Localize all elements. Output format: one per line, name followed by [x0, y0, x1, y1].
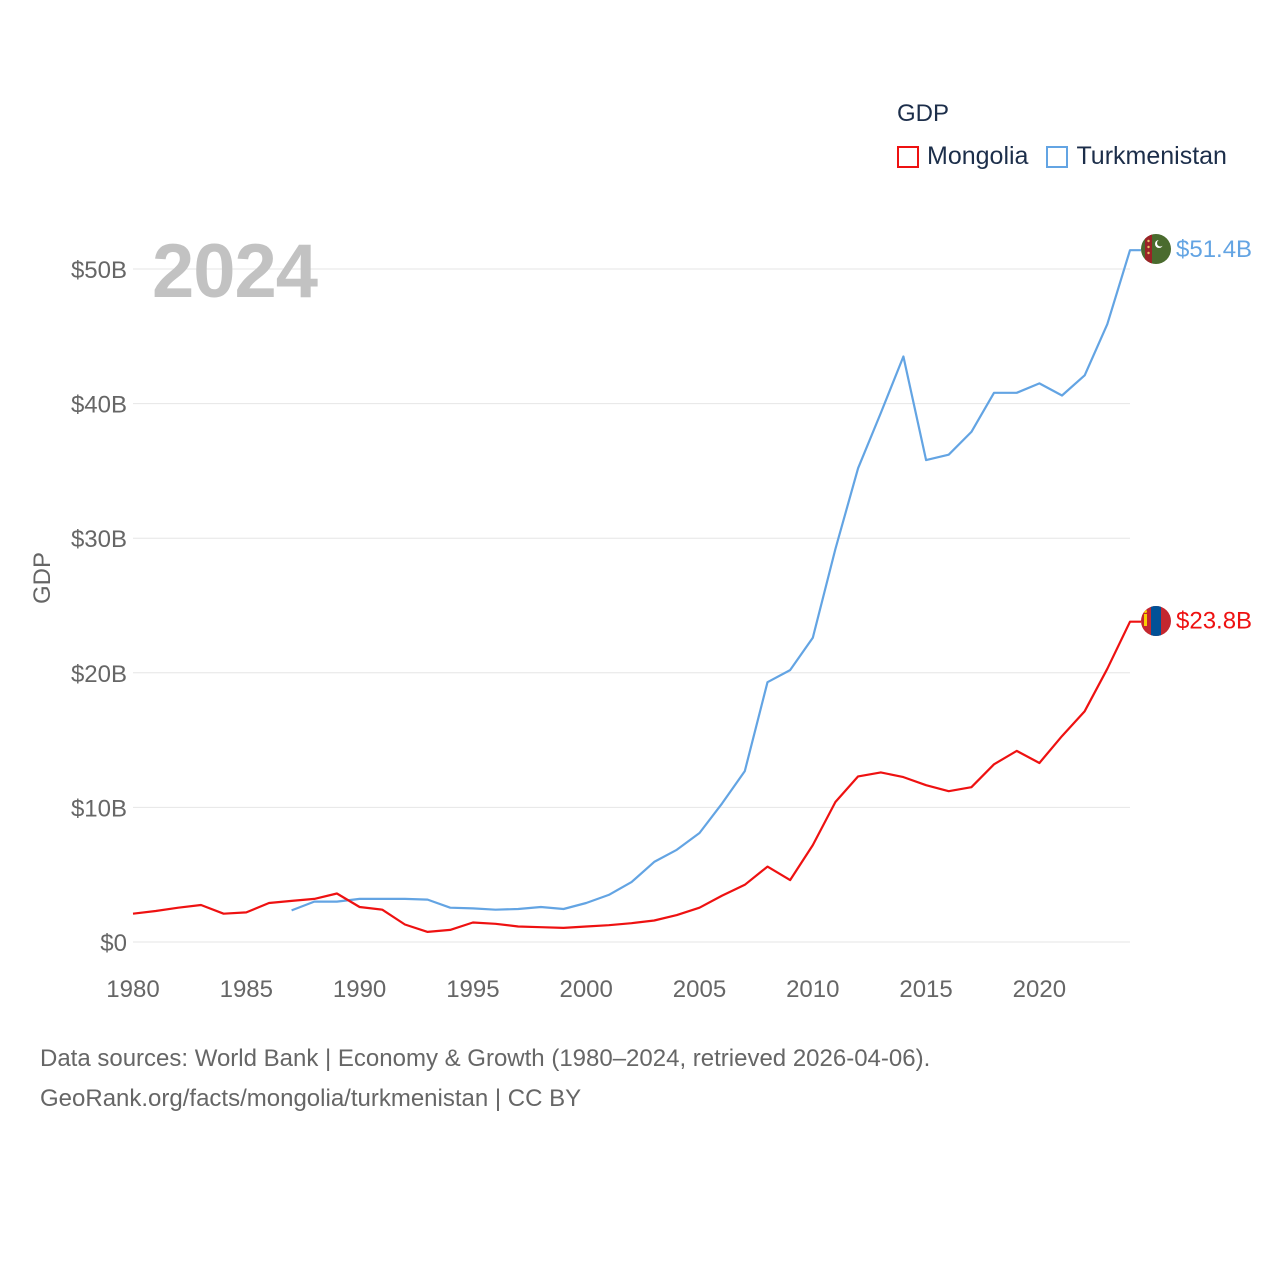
series-line-turkmenistan: [291, 249, 1141, 912]
legend-item-turkmenistan[interactable]: Turkmenistan: [1046, 142, 1227, 171]
y-tick-label: $10B: [71, 795, 127, 822]
end-value-labels: $51.4B $23.8B: [1176, 236, 1252, 634]
x-tick-label: 2000: [559, 976, 612, 1003]
x-tick-label: 2020: [1013, 976, 1066, 1003]
x-axis-ticks: 1980 1985 1990 1995 2000 2005 2010 2015 2020: [106, 976, 1066, 1003]
legend-title: GDP: [897, 100, 950, 127]
legend-swatch-turkmenistan: [1046, 145, 1069, 168]
year-label: 2024: [152, 229, 318, 314]
y-tick-label: $20B: [71, 661, 127, 688]
legend-item-mongolia[interactable]: Mongolia: [897, 142, 1028, 171]
source-line-2[interactable]: GeoRank.org/facts/mongolia/turkmenistan …: [40, 1085, 582, 1112]
x-tick-label: 1990: [333, 976, 386, 1003]
mongolia-flag-icon: [1141, 606, 1171, 636]
turkmenistan-flag-icon: [1141, 234, 1171, 264]
series-lines: [132, 249, 1141, 934]
y-tick-label: $30B: [71, 526, 127, 553]
end-value-label-turkmenistan: $51.4B: [1176, 236, 1252, 263]
y-tick-label: $0: [100, 930, 127, 957]
end-value-label-mongolia: $23.8B: [1176, 608, 1252, 635]
y-axis-ticks: $0 $10B $20B $30B $40B $50B: [71, 257, 127, 957]
legend-label-turkmenistan: Turkmenistan: [1076, 142, 1227, 170]
end-markers: [1141, 234, 1171, 636]
y-tick-label: $50B: [71, 257, 127, 284]
source-line-1: Data sources: World Bank | Economy & Gro…: [40, 1045, 931, 1072]
legend-label-mongolia: Mongolia: [927, 142, 1029, 170]
x-tick-label: 1980: [106, 976, 159, 1003]
gridlines: [133, 268, 1130, 943]
x-tick-label: 2005: [673, 976, 726, 1003]
y-axis-title: GDP: [29, 552, 56, 604]
legend-swatch-mongolia: [897, 145, 919, 168]
series-line-mongolia: [132, 620, 1141, 934]
x-tick-label: 2015: [899, 976, 952, 1003]
legend: Mongolia Turkmenistan: [897, 142, 1245, 171]
x-tick-label: 1995: [446, 976, 499, 1003]
x-tick-label: 1985: [220, 976, 273, 1003]
x-tick-label: 2010: [786, 976, 839, 1003]
y-tick-label: $40B: [71, 392, 127, 419]
